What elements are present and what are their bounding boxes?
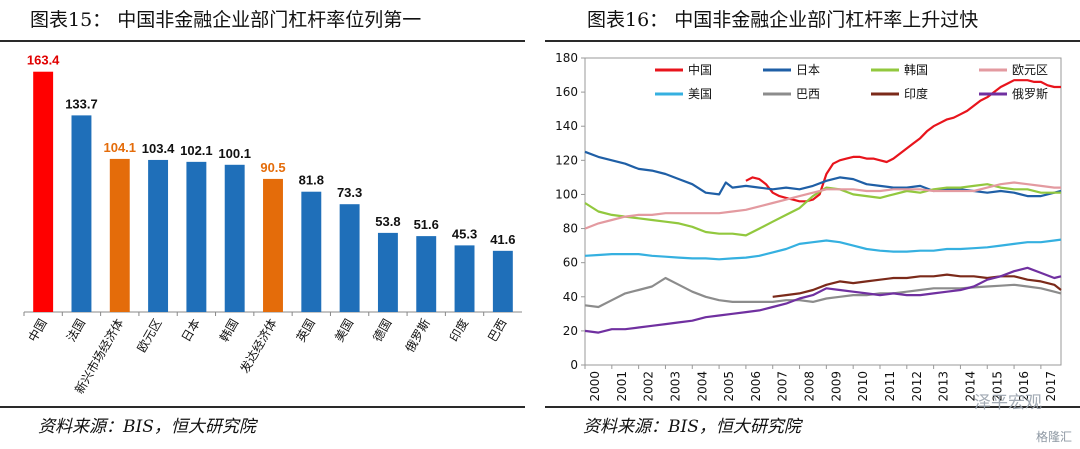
bar-value-label: 51.6: [414, 217, 439, 232]
category-label: 发达经济体: [237, 316, 280, 375]
category-label: 英国: [294, 317, 318, 345]
left-chart-title: 图表15： 中国非金融企业部门杠杆率位列第一: [30, 9, 422, 31]
bar-value-label: 90.5: [260, 160, 285, 175]
right-chart-title: 图表16： 中国非金融企业部门杠杆率上升过快: [587, 9, 979, 31]
category-label: 德国: [370, 316, 395, 344]
x-tick-label: 2016: [1017, 371, 1031, 402]
legend-label: 巴西: [796, 87, 820, 101]
bar-9: [377, 232, 398, 312]
left-source: 资料来源：BIS，恒大研究院: [38, 417, 256, 437]
legend-label: 韩国: [904, 62, 928, 77]
x-tick-label: 2009: [829, 371, 843, 402]
x-tick-label: 2000: [588, 371, 602, 402]
series-line-4: [584, 238, 1062, 261]
bar-value-label: 163.4: [27, 53, 60, 68]
x-tick-label: 2012: [910, 371, 924, 402]
legend-label: 美国: [688, 87, 712, 101]
x-tick-label: 2001: [615, 371, 629, 402]
bar-value-label: 100.1: [218, 146, 251, 161]
bar-10: [416, 236, 437, 312]
category-label: 巴西: [485, 317, 509, 345]
x-tick-label: 2008: [803, 371, 817, 402]
legend-label: 日本: [796, 63, 820, 77]
category-label: 美国: [332, 317, 356, 345]
right-source: 资料来源：BIS，恒大研究院: [583, 417, 801, 437]
bar-4: [186, 161, 207, 312]
watermark-text: 泽平宏观: [974, 393, 1042, 413]
y-tick-label: 60: [563, 256, 578, 270]
y-tick-label: 160: [555, 85, 578, 99]
x-tick-label: 2010: [856, 371, 870, 402]
left-title-rule: [0, 40, 525, 42]
legend-label: 中国: [688, 62, 712, 77]
series-line-3: [584, 181, 1061, 230]
bar-value-label: 133.7: [65, 96, 98, 111]
category-label: 中国: [25, 316, 50, 344]
x-tick-label: 2005: [722, 371, 736, 402]
x-tick-label: 2002: [642, 371, 656, 402]
bar-6: [263, 178, 283, 312]
x-tick-label: 2006: [749, 371, 763, 402]
series-line-1: [584, 150, 1062, 198]
left-source-rule: [0, 406, 525, 408]
category-label: 韩国: [216, 316, 241, 344]
category-label: 俄罗斯: [403, 317, 433, 355]
y-tick-label: 120: [555, 153, 578, 167]
y-tick-label: 40: [563, 290, 578, 304]
bar-3: [148, 159, 169, 312]
x-tick-label: 2014: [963, 371, 977, 402]
bar-value-label: 104.1: [103, 140, 136, 155]
bar-value-label: 45.3: [452, 226, 477, 241]
y-tick-label: 180: [555, 51, 578, 65]
bar-0: [33, 71, 54, 313]
bar-value-label: 81.8: [299, 173, 324, 188]
x-tick-label: 2011: [883, 371, 897, 402]
bar-chart: 163.4中国133.7法国104.1新兴市场经济体103.4欧元区102.1日…: [23, 53, 522, 396]
right-chart-panel: 图表16： 中国非金融企业部门杠杆率上升过快 0 20 40 60 80 100 120 14…: [545, 0, 1080, 449]
series-line-0: [745, 79, 1061, 203]
y-tick-label: 140: [555, 119, 578, 133]
bar-12: [492, 250, 513, 312]
x-tick-label: 2017: [1044, 371, 1058, 402]
right-source-rule: [545, 406, 1080, 408]
y-tick-label: 100: [555, 187, 578, 201]
y-tick-label: 20: [563, 324, 578, 338]
category-label: 欧元区: [135, 317, 165, 355]
x-tick-label: 2004: [695, 371, 709, 402]
x-tick-label: 2007: [776, 371, 790, 402]
plot-frame: [584, 57, 1062, 366]
bar-value-label: 103.4: [142, 141, 175, 156]
x-tick-label: 2015: [990, 371, 1004, 402]
bar-value-label: 102.1: [180, 143, 213, 158]
series-line-7: [584, 266, 1062, 334]
bar-2: [109, 158, 130, 312]
bar-value-label: 73.3: [337, 185, 362, 200]
x-tick-label: 2003: [668, 371, 682, 402]
category-label: 日本: [179, 317, 203, 345]
bar-11: [454, 245, 475, 312]
category-label: 法国: [64, 317, 88, 345]
series-line-5: [584, 276, 1062, 309]
bar-5: [224, 164, 245, 312]
series-line-2: [584, 183, 1061, 237]
line-chart: 0 20 40 60 80 100 120 140 160 180 2000 2001 2002 2003…: [555, 51, 1062, 402]
y-tick-label: 0: [570, 358, 578, 372]
series-line-6: [772, 273, 1062, 298]
x-tick-label: 2013: [937, 371, 951, 402]
bar-7: [301, 191, 322, 312]
legend-label: 俄罗斯: [1012, 87, 1048, 101]
right-title-rule: [545, 40, 1080, 42]
category-label: 印度: [446, 316, 471, 344]
y-tick-label: 80: [563, 222, 578, 236]
bar-8: [339, 204, 360, 312]
bar-value-label: 41.6: [490, 232, 515, 247]
legend-label: 欧元区: [1012, 63, 1048, 77]
watermark-secondary: 格隆汇: [1035, 430, 1072, 444]
left-chart-panel: 图表15： 中国非金融企业部门杠杆率位列第一 163.4 中国 133.7 法国 104…: [0, 0, 525, 449]
bar-value-label: 53.8: [375, 214, 400, 229]
bar-1: [71, 115, 92, 312]
legend-label: 印度: [904, 86, 928, 101]
